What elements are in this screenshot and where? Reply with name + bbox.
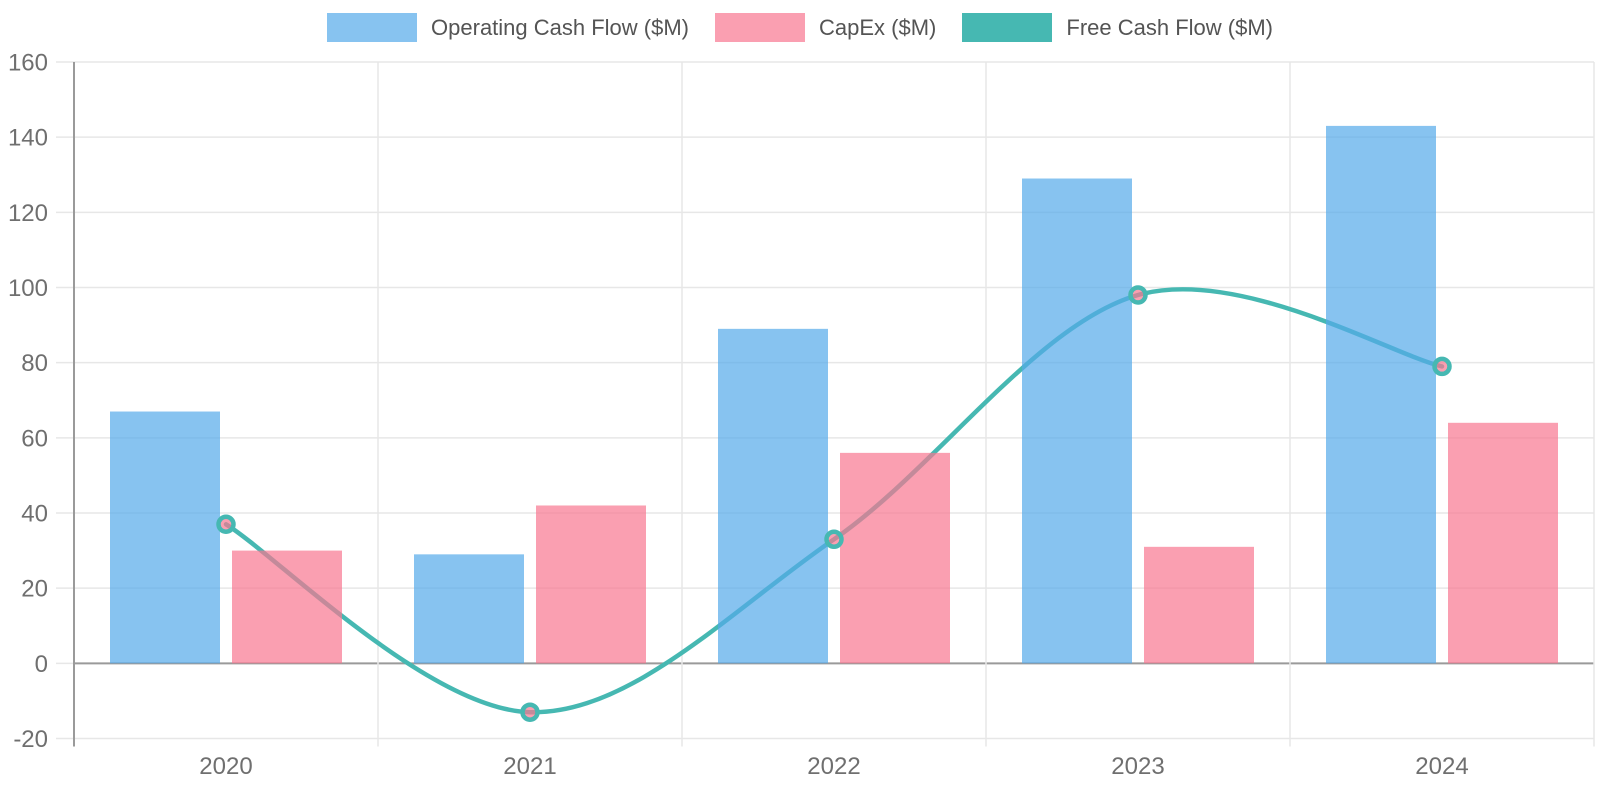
fcf-point-2024[interactable] bbox=[1432, 356, 1452, 377]
operating-cash-flow-bar-2022[interactable] bbox=[718, 328, 828, 664]
operating-cash-flow-bar-2020[interactable] bbox=[110, 411, 220, 664]
fcf-line-path bbox=[223, 287, 1445, 715]
fcf-point-2020[interactable] bbox=[216, 514, 236, 535]
legend-label: Operating Cash Flow ($M) bbox=[431, 14, 690, 40]
y-tick-label: 100 bbox=[8, 275, 48, 302]
y-tick-label: 20 bbox=[21, 576, 48, 603]
legend-item[interactable]: Operating Cash Flow ($M) bbox=[327, 13, 689, 42]
legend: Operating Cash Flow ($M) CapEx ($M) Free C… bbox=[0, 13, 1600, 42]
legend-label: CapEx ($M) bbox=[819, 14, 937, 40]
x-tick-label: 2021 bbox=[503, 753, 556, 780]
fcf-point-2022[interactable] bbox=[824, 529, 844, 550]
x-tick-label: 2022 bbox=[807, 753, 860, 780]
capex-bar-2023[interactable] bbox=[1144, 546, 1254, 664]
x-tick-label: 2024 bbox=[1415, 753, 1468, 780]
operating-cash-flow-bar-2021[interactable] bbox=[414, 554, 524, 664]
y-tick-label: 120 bbox=[8, 200, 48, 227]
y-tick-label: 60 bbox=[21, 425, 48, 452]
bar-series bbox=[110, 125, 1558, 664]
legend-swatch bbox=[327, 13, 418, 42]
legend-swatch bbox=[715, 13, 806, 42]
legend-label: Free Cash Flow ($M) bbox=[1066, 14, 1273, 40]
capex-bar-2022[interactable] bbox=[840, 452, 950, 664]
y-tick-label: 160 bbox=[8, 50, 48, 77]
operating-cash-flow-bar-2023[interactable] bbox=[1022, 178, 1132, 664]
capex-bar-2024[interactable] bbox=[1448, 422, 1558, 664]
free-cash-flow-line bbox=[223, 287, 1445, 715]
fcf-point-2023[interactable] bbox=[1128, 285, 1148, 305]
x-tick-label: 2023 bbox=[1111, 753, 1164, 780]
y-tick-label: 80 bbox=[21, 350, 48, 377]
y-tick-label: -20 bbox=[13, 726, 48, 753]
operating-cash-flow-bar-2024[interactable] bbox=[1326, 125, 1436, 664]
capex-bar-2021[interactable] bbox=[536, 505, 646, 664]
y-tick-label: 140 bbox=[8, 125, 48, 152]
x-tick-label: 2020 bbox=[199, 753, 252, 780]
free-cash-flow-points bbox=[216, 285, 1452, 722]
axis-tick-labels: -20 0 20 40 60 80 100 120 140 160 2020 2021 2022 2023… bbox=[8, 50, 1469, 781]
fcf-point-2021[interactable] bbox=[520, 702, 540, 722]
y-tick-label: 0 bbox=[35, 651, 48, 678]
legend-swatch bbox=[962, 13, 1053, 42]
legend-item[interactable]: Free Cash Flow ($M) bbox=[962, 13, 1273, 42]
legend-item[interactable]: CapEx ($M) bbox=[715, 13, 936, 42]
y-tick-label: 40 bbox=[21, 501, 48, 528]
capex-bar-2020[interactable] bbox=[232, 550, 342, 664]
